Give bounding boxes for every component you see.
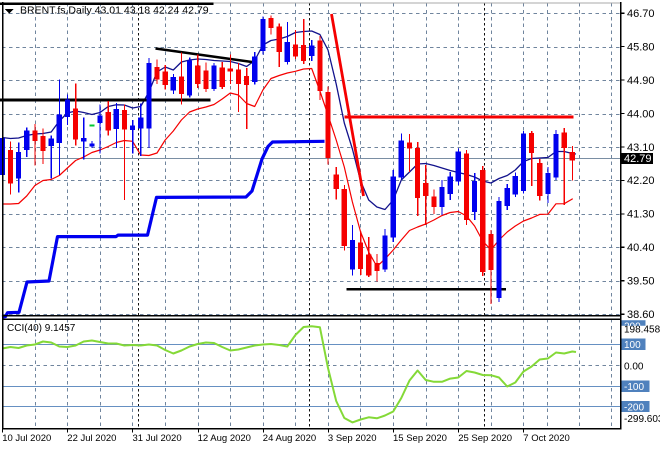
svg-text:24 Aug 2020: 24 Aug 2020	[263, 433, 316, 444]
svg-text:46.70: 46.70	[627, 8, 655, 20]
svg-text:22 Jul 2020: 22 Jul 2020	[67, 433, 116, 444]
svg-text:40.40: 40.40	[627, 242, 655, 254]
svg-text:CCI(40) 9.1457: CCI(40) 9.1457	[7, 323, 76, 334]
svg-text:-200: -200	[624, 402, 644, 413]
svg-text:31 Jul 2020: 31 Jul 2020	[133, 433, 182, 444]
svg-text:BRENT.fs,Daily 43.01 43.18 42: BRENT.fs,Daily 43.01 43.18 42.24 42.79	[20, 5, 209, 17]
svg-text:39.50: 39.50	[627, 276, 655, 288]
svg-text:7 Oct 2020: 7 Oct 2020	[523, 433, 569, 444]
svg-text:44.90: 44.90	[627, 75, 655, 87]
svg-text:-299.603: -299.603	[624, 414, 660, 425]
svg-text:42.20: 42.20	[627, 175, 655, 187]
svg-text:38.60: 38.60	[627, 309, 655, 321]
svg-text:45.80: 45.80	[627, 41, 655, 53]
svg-text:10 Jul 2020: 10 Jul 2020	[2, 433, 51, 444]
svg-text:100: 100	[624, 340, 641, 351]
svg-text:-100: -100	[624, 382, 644, 393]
svg-text:200: 200	[624, 322, 641, 333]
svg-text:198.4581: 198.4581	[624, 325, 660, 336]
svg-text:15 Sep 2020: 15 Sep 2020	[393, 433, 447, 444]
svg-text:44.00: 44.00	[627, 108, 655, 120]
svg-text:0.00: 0.00	[624, 362, 644, 373]
svg-text:12 Aug 2020: 12 Aug 2020	[198, 433, 251, 444]
svg-text:42.79: 42.79	[624, 153, 652, 165]
svg-text:43.10: 43.10	[627, 142, 655, 154]
svg-text:41.30: 41.30	[627, 209, 655, 221]
svg-text:25 Sep 2020: 25 Sep 2020	[458, 433, 512, 444]
svg-text:3 Sep 2020: 3 Sep 2020	[328, 433, 377, 444]
